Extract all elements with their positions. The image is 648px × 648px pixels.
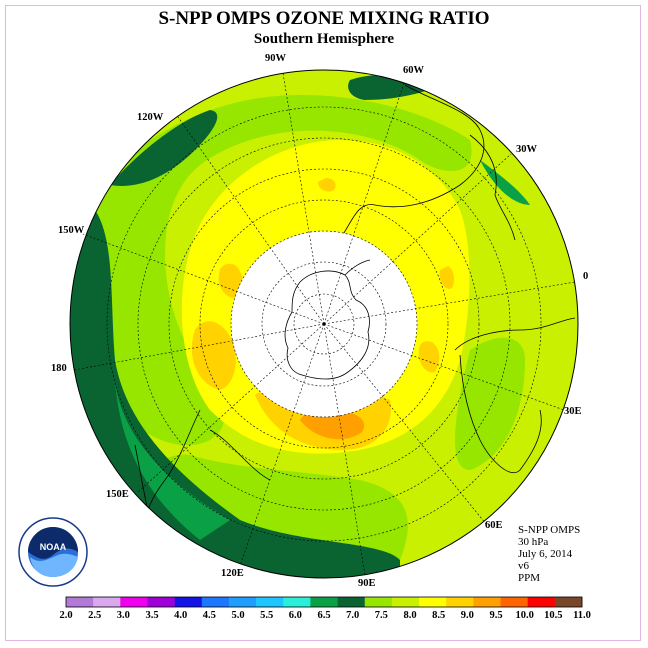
field-dark-green-nw	[110, 110, 218, 186]
map-border	[69, 69, 579, 579]
colorbar-swatch	[554, 597, 583, 607]
longitude-labels: 90W 60W 120W 30W 150W 0 180 30E 150E 60E…	[51, 53, 588, 589]
colorbar-swatch	[201, 597, 230, 607]
lon-label-180: 180	[51, 363, 67, 374]
colorbar-swatch	[337, 597, 366, 607]
antarctica-coastline	[284, 259, 371, 380]
colorbar-swatch	[174, 597, 203, 607]
info-date: July 6, 2014	[518, 548, 573, 560]
colorbar-tick-label: 2.5	[88, 610, 101, 621]
colorbar-swatch	[391, 597, 420, 607]
field-mid-green-2	[480, 160, 530, 205]
map-frame	[5, 5, 641, 641]
colorbar-tick-label: 5.0	[231, 610, 244, 621]
lon-label-90e: 90E	[358, 578, 376, 589]
field-gold-5	[439, 266, 455, 289]
colorbar-tick-label: 8.5	[432, 610, 445, 621]
page-subtitle: Southern Hemisphere	[253, 31, 395, 47]
colorbar-swatch	[228, 597, 257, 607]
lon-label-60e: 60E	[485, 520, 503, 531]
colorbar-tick-label: 7.5	[375, 610, 388, 621]
colorbar-swatch	[364, 597, 393, 607]
lon-label-30w: 30W	[516, 144, 538, 155]
colorbar-tick-label: 11.0	[573, 610, 591, 621]
colorbar-swatch	[500, 597, 528, 607]
lon-label-30e: 30E	[564, 406, 582, 417]
field-orange-1	[300, 411, 365, 440]
info-level: 30 hPa	[518, 536, 549, 548]
lon-label-60w: 60W	[403, 65, 425, 76]
colorbar-swatch	[283, 597, 311, 607]
colorbar-swatch	[256, 597, 284, 607]
colorbar-tick-label: 9.5	[489, 610, 502, 621]
colorbar-tick-label: 6.0	[289, 610, 302, 621]
colorbar-swatch	[446, 597, 474, 607]
colorbar-tick-label: 4.5	[203, 610, 216, 621]
field-yellow-green-3	[455, 337, 525, 470]
meridian-grid	[73, 72, 576, 576]
info-units: PPM	[518, 572, 541, 584]
colorbar-tick-label: 6.5	[317, 610, 330, 621]
colorbar-tick-label: 4.0	[174, 610, 187, 621]
lon-label-0: 0	[583, 271, 588, 282]
lon-label-120w: 120W	[137, 112, 164, 123]
lon-label-90w: 90W	[265, 53, 287, 64]
info-panel: S-NPP OMPS 30 hPa July 6, 2014 v6 PPM	[518, 524, 580, 584]
colorbar-swatch	[147, 597, 175, 607]
info-version: v6	[518, 560, 529, 572]
south-pole-marker	[322, 322, 326, 326]
latitude-grid	[106, 106, 542, 542]
colorbar-tick-label: 10.5	[544, 610, 562, 621]
colorbar-tick-label: 5.5	[260, 610, 273, 621]
field-gold-1	[191, 321, 236, 390]
lon-label-150w: 150W	[58, 225, 85, 236]
info-instrument: S-NPP OMPS	[518, 524, 581, 536]
colorbar-swatch	[93, 597, 121, 607]
colorbar-border	[65, 596, 583, 608]
noaa-logo: NOAA	[18, 517, 88, 587]
colorbar-tick-label: 8.0	[403, 610, 416, 621]
colorbar-tick-label: 9.0	[461, 610, 474, 621]
colorbar-tick-label: 2.0	[59, 610, 72, 621]
colorbar-tick-label: 10.0	[515, 610, 533, 621]
lon-label-150e: 150E	[106, 489, 129, 500]
colorbar-swatch	[120, 597, 148, 607]
colorbar-tick-label: 3.0	[117, 610, 130, 621]
colorbar-swatch	[310, 597, 338, 607]
colorbar: 2.0 2.5 3.0 3.5 4.0 4.5 5.0 5.5 6.0 6.5 7.0 7.5 8.0 8…	[59, 596, 591, 621]
field-yellow-green	[70, 95, 472, 446]
noaa-logo-text: NOAA	[40, 542, 67, 552]
colorbar-swatch	[66, 597, 94, 607]
colorbar-swatch	[473, 597, 501, 607]
lon-label-120e: 120E	[221, 568, 244, 579]
field-gold-6	[318, 178, 336, 192]
colorbar-swatch	[419, 597, 447, 607]
field-gold-3	[218, 263, 244, 299]
field-gold-4	[418, 341, 440, 373]
colorbar-tick-label: 3.5	[145, 610, 158, 621]
colorbar-tick-label: 7.0	[346, 610, 359, 621]
page-title: S-NPP OMPS OZONE MIXING RATIO	[158, 8, 490, 29]
colorbar-swatch	[527, 597, 556, 607]
